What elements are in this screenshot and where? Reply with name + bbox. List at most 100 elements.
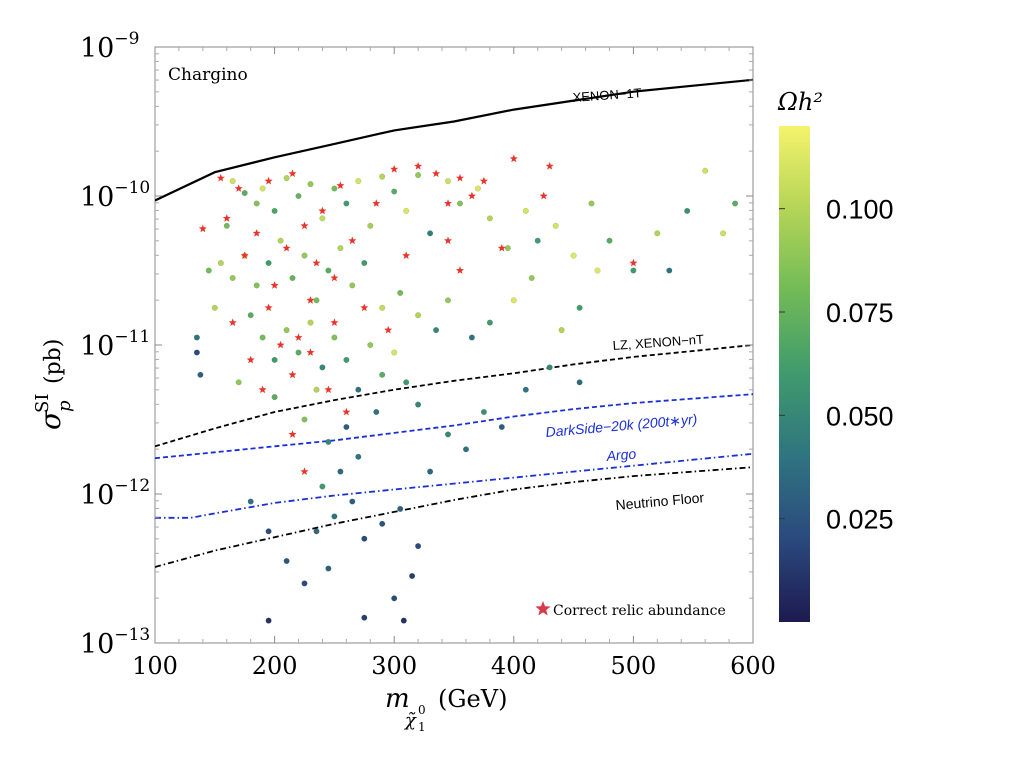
y-axis-title-unit: (pb) xyxy=(41,339,66,384)
scatter-point xyxy=(576,379,583,386)
scatter-point xyxy=(211,304,218,311)
x-axis-title-main: m xyxy=(385,684,410,714)
relic-star-point xyxy=(390,165,399,173)
relic-star-point xyxy=(539,191,548,200)
scatter-point xyxy=(397,505,404,512)
y-axis-title-sub: p xyxy=(54,400,75,412)
relic-star-point xyxy=(545,162,554,170)
relic-star-point xyxy=(222,214,231,222)
relic-star-point xyxy=(372,199,381,207)
y-tick-label: 10−9 xyxy=(80,29,139,64)
relic-star-point xyxy=(330,273,339,282)
scatter-point xyxy=(720,230,727,237)
panel-label: Chargino xyxy=(168,65,248,85)
scatter-point xyxy=(391,188,398,195)
relic-star-point xyxy=(228,318,237,326)
legend: Correct relic abundance xyxy=(535,601,726,619)
scatter-point xyxy=(457,200,464,207)
x-axis-title: m χ̃ 1 0 (GeV) xyxy=(385,684,507,734)
scatter-point xyxy=(522,386,529,393)
scatter-point xyxy=(277,237,284,244)
relic-star-point xyxy=(497,243,506,252)
scatter-point xyxy=(253,200,260,207)
scatter-point xyxy=(427,230,434,237)
scatter-point xyxy=(379,371,386,378)
curve-group xyxy=(155,78,753,568)
relic-star-point xyxy=(294,333,303,341)
scatter-point xyxy=(331,513,338,520)
scatter-point xyxy=(355,453,362,460)
scatter-point xyxy=(247,312,254,319)
x-tick-label: 400 xyxy=(491,652,537,680)
x-tick-label: 600 xyxy=(730,652,776,680)
relic-star-point xyxy=(360,303,369,312)
colorbar-tick-label: 0.075 xyxy=(826,298,894,328)
relic-star-point xyxy=(318,206,327,215)
relic-star-point xyxy=(246,355,255,364)
scatter-point xyxy=(301,580,308,587)
relic-star-point xyxy=(258,385,267,394)
relic-star-point xyxy=(509,154,518,163)
scatter-point xyxy=(403,379,410,386)
relic-star-point xyxy=(312,258,321,267)
relic-star-point xyxy=(402,251,411,259)
scatter-point xyxy=(265,617,272,624)
relic-star-point xyxy=(444,236,452,245)
colorbar-tick-label: 0.025 xyxy=(826,505,894,535)
scatter-point xyxy=(361,614,368,621)
relic-star-point xyxy=(282,243,291,252)
scatter-point xyxy=(313,297,320,304)
scatter-point xyxy=(319,483,326,490)
scatter-point xyxy=(295,349,302,356)
scatter-point xyxy=(400,617,407,624)
scatter-point xyxy=(552,222,559,229)
relic-star-point xyxy=(414,162,423,170)
scatter-point xyxy=(325,565,332,572)
curve-lz-xenon-nt xyxy=(155,344,753,448)
scatter-point xyxy=(223,222,230,229)
x-axis-title-sup: 0 xyxy=(418,703,426,717)
relic-star-point xyxy=(270,281,279,289)
relic-star-point xyxy=(288,370,297,379)
relic-star-point xyxy=(216,173,225,182)
scatter-point xyxy=(355,386,362,393)
scatter-point xyxy=(319,364,326,371)
scatter-point xyxy=(313,386,320,393)
colorbar-tick-label: 0.100 xyxy=(826,195,894,225)
relic-star-point xyxy=(288,169,297,177)
curve-labels-group: XENON−1T LZ, XENON−nT DarkSide−20k (200t∗y… xyxy=(545,85,705,513)
scatter-point xyxy=(415,312,422,319)
scatter-point xyxy=(349,282,356,289)
scatter-point xyxy=(445,431,452,438)
scatter-point xyxy=(558,327,565,334)
scatter-point xyxy=(283,558,290,565)
colorbar: Ωh² 0.100 0.075 0.050 0.025 xyxy=(777,88,894,622)
y-tick-label: 10−10 xyxy=(80,178,150,213)
legend-star-icon xyxy=(535,601,551,616)
curve-label-lz-xenon-nt: LZ, XENON−nT xyxy=(612,332,704,353)
relic-star-point xyxy=(467,191,476,200)
relic-star-point xyxy=(324,385,333,394)
relic-star-point xyxy=(432,169,441,177)
y-axis-title-sup: SI xyxy=(32,394,53,413)
curve-label-neutrino-floor: Neutrino Floor xyxy=(615,489,705,513)
relic-star-point xyxy=(234,184,243,192)
ticks-group: 100 200 300 400 500 60010−910−1010−1110−1210−… xyxy=(80,29,776,680)
y-axis-title: σ SI p (pb) xyxy=(32,339,75,430)
x-tick-label: 100 xyxy=(132,652,178,680)
scatter-point xyxy=(247,498,254,505)
scatter-point xyxy=(337,468,344,475)
relic-star-point xyxy=(300,467,309,475)
relic-star-point xyxy=(342,407,351,416)
relic-star-point xyxy=(348,236,357,245)
scatter-point xyxy=(486,319,493,326)
scatter-point xyxy=(510,297,517,304)
scatter-point xyxy=(265,260,272,267)
scatter-point xyxy=(193,349,200,356)
relic-star-point xyxy=(240,251,249,259)
x-tick-label: 300 xyxy=(371,652,417,680)
scatter-point xyxy=(337,245,344,252)
curve-neutrino-floor xyxy=(155,466,753,568)
scatter-point xyxy=(486,215,493,222)
scatter-point xyxy=(504,245,511,252)
